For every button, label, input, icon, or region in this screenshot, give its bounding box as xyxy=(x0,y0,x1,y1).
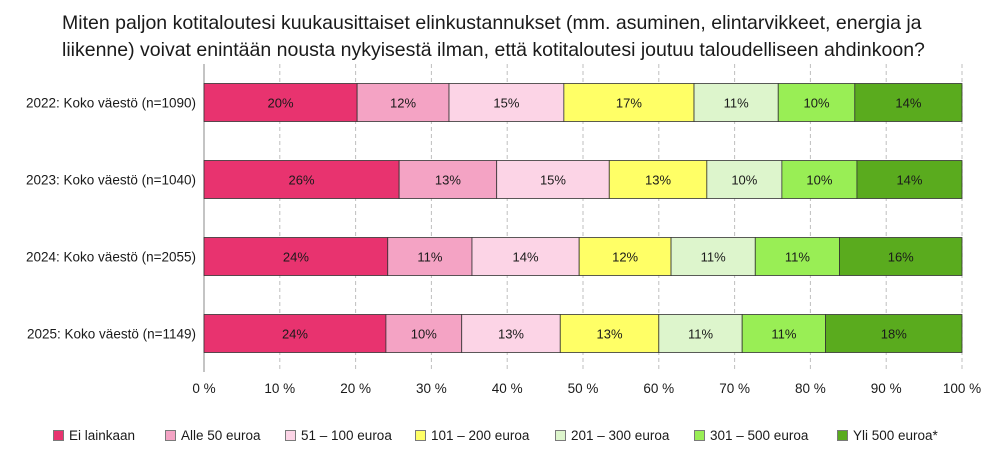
x-tick-label: 40 % xyxy=(492,381,523,396)
legend-label: Yli 500 euroa* xyxy=(853,427,938,443)
x-tick-label: 90 % xyxy=(871,381,902,396)
legend-swatch xyxy=(694,429,705,441)
legend-item: 301 – 500 euroa xyxy=(694,424,808,446)
chart-legend: Ei lainkaan Alle 50 euroa 51 – 100 euroa 10… xyxy=(53,424,993,446)
legend-swatch xyxy=(285,429,296,441)
data-label: 13% xyxy=(498,327,524,342)
data-label: 17% xyxy=(616,96,642,111)
legend-item: 51 – 100 euroa xyxy=(285,424,392,446)
data-label: 18% xyxy=(881,327,907,342)
category-label: 2025: Koko väestö (n=1149) xyxy=(27,327,196,342)
chart-title: Miten paljon kotitaloutesi kuukausittais… xyxy=(62,12,925,61)
data-label: 11% xyxy=(688,327,713,342)
bar-segment xyxy=(203,160,400,199)
data-label: 24% xyxy=(283,250,309,265)
data-label: 14% xyxy=(513,250,539,265)
x-tick-label: 50 % xyxy=(568,381,599,396)
data-label: 14% xyxy=(896,173,922,188)
legend-swatch xyxy=(165,429,176,441)
legend-swatch xyxy=(53,429,64,441)
bar-segment xyxy=(854,83,963,122)
bar-segment xyxy=(839,237,963,276)
legend-item: Alle 50 euroa xyxy=(165,424,261,446)
data-label: 11% xyxy=(701,250,726,265)
legend-label: 51 – 100 euroa xyxy=(301,427,392,443)
data-label: 24% xyxy=(282,327,308,342)
bar-segment xyxy=(706,160,783,199)
data-label: 10% xyxy=(806,173,832,188)
bar-segment xyxy=(781,160,858,199)
x-tick-label: 20 % xyxy=(340,381,371,396)
legend-label: Alle 50 euroa xyxy=(181,427,261,443)
data-label: 12% xyxy=(390,96,416,111)
data-label: 10% xyxy=(411,327,437,342)
legend-item: 201 – 300 euroa xyxy=(555,424,669,446)
bar-segment xyxy=(203,237,389,276)
legend-label: Ei lainkaan xyxy=(69,427,136,443)
category-label: 2024: Koko väestö (n=2055) xyxy=(26,250,196,265)
bar-segment xyxy=(471,237,580,276)
bar-segment xyxy=(825,314,963,353)
bar-segment xyxy=(777,83,856,122)
data-label: 26% xyxy=(289,173,315,188)
bar-segment xyxy=(608,160,708,199)
legend-item: Ei lainkaan xyxy=(53,424,135,446)
legend-swatch xyxy=(555,429,566,441)
data-label: 12% xyxy=(612,250,638,265)
data-label: 13% xyxy=(435,173,461,188)
bar-segment xyxy=(203,83,358,122)
data-label: 15% xyxy=(540,173,566,188)
bar-segment xyxy=(448,83,565,122)
bar-segment xyxy=(398,160,498,199)
x-tick-label: 30 % xyxy=(416,381,447,396)
category-label: 2023: Koko väestö (n=1040) xyxy=(26,173,196,188)
bar-segment xyxy=(461,314,561,353)
bar-segment xyxy=(496,160,610,199)
data-label: 13% xyxy=(597,327,623,342)
bar-segment xyxy=(385,314,463,353)
data-label: 20% xyxy=(268,96,294,111)
data-label: 11% xyxy=(771,327,796,342)
bar-segment xyxy=(578,237,672,276)
data-label: 13% xyxy=(645,173,671,188)
data-label: 14% xyxy=(895,96,921,111)
x-tick-label: 70 % xyxy=(719,381,750,396)
bar-segment xyxy=(670,237,756,276)
data-label: 10% xyxy=(731,173,757,188)
bar-segment xyxy=(856,160,963,199)
x-tick-label: 60 % xyxy=(643,381,674,396)
x-tick-label: 80 % xyxy=(795,381,826,396)
legend-swatch xyxy=(415,429,426,441)
legend-item: 101 – 200 euroa xyxy=(415,424,529,446)
legend-label: 301 – 500 euroa xyxy=(710,427,809,443)
bar-segment xyxy=(203,314,387,353)
data-label: 11% xyxy=(724,96,749,111)
category-label: 2022: Koko väestö (n=1090) xyxy=(26,96,196,111)
bar-segment xyxy=(563,83,695,122)
x-tick-label: 100 % xyxy=(943,381,981,396)
legend-label: 101 – 200 euroa xyxy=(431,427,530,443)
data-label: 11% xyxy=(785,250,810,265)
legend-item: Yli 500 euroa* xyxy=(837,424,938,446)
x-tick-label: 0 % xyxy=(192,381,215,396)
legend-swatch xyxy=(837,429,848,441)
bar-segment xyxy=(356,83,450,122)
data-label: 10% xyxy=(804,96,830,111)
bar-segment xyxy=(387,237,473,276)
data-label: 11% xyxy=(417,250,442,265)
data-label: 15% xyxy=(493,96,519,111)
bar-segment xyxy=(693,83,779,122)
bar-segment xyxy=(741,314,826,353)
legend-label: 201 – 300 euroa xyxy=(571,427,670,443)
data-label: 16% xyxy=(888,250,914,265)
bar-segment xyxy=(754,237,840,276)
x-tick-label: 10 % xyxy=(264,381,295,396)
